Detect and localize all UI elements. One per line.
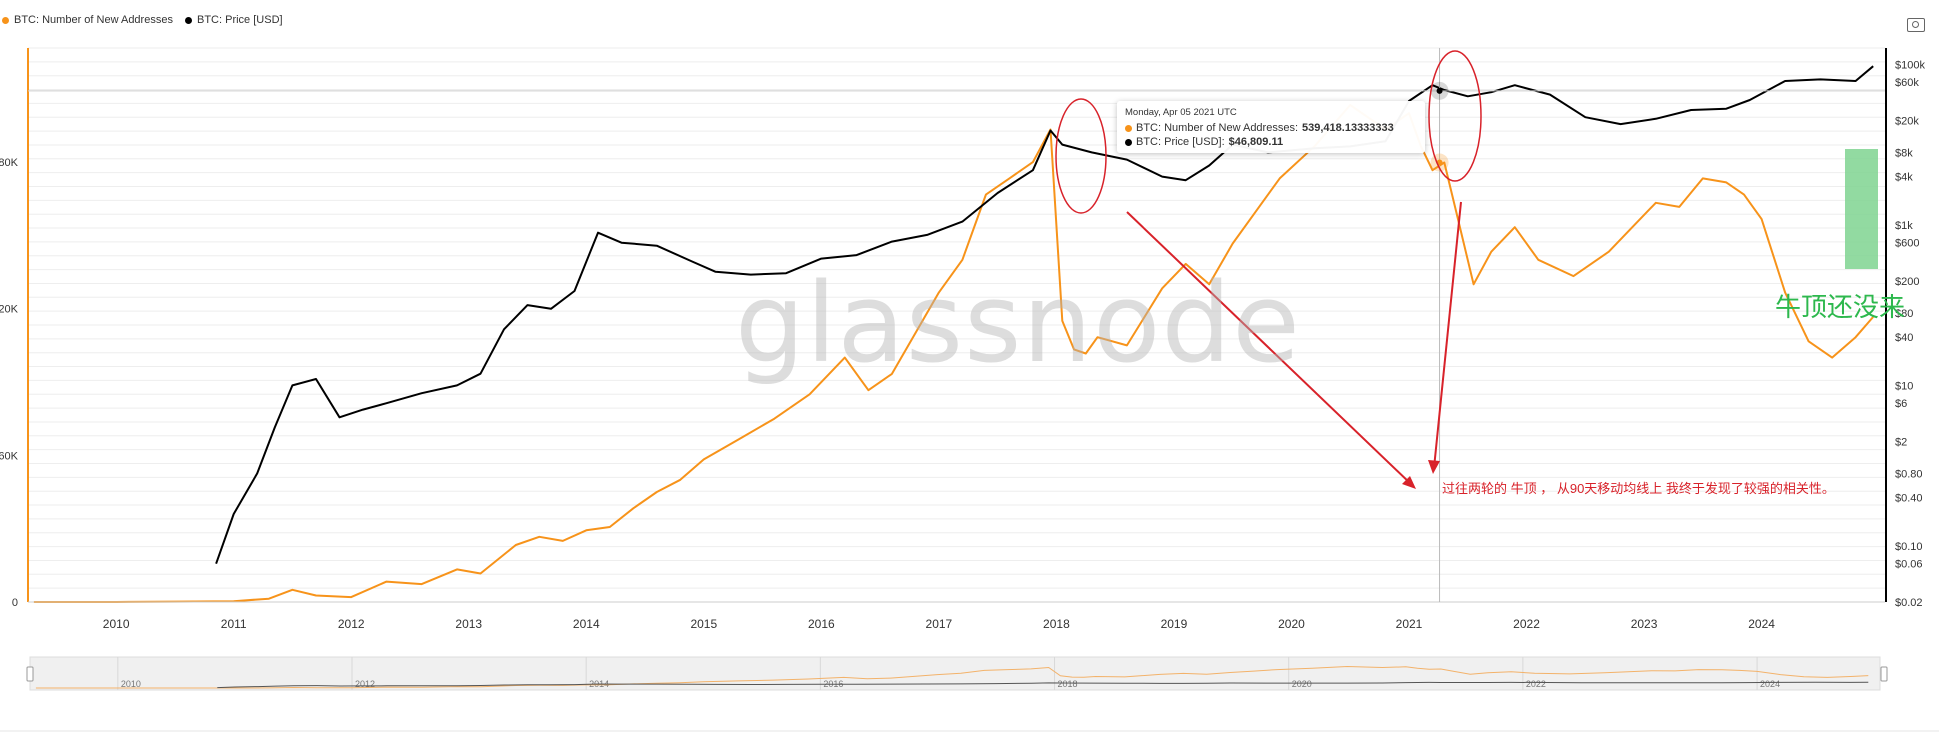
- right-tick-label: $2: [1895, 436, 1907, 448]
- legend-dot-black: [185, 16, 192, 24]
- tooltip-value: 539,418.13333333: [1302, 122, 1394, 134]
- left-tick-label: 60K: [0, 450, 19, 462]
- right-tick-label: $200: [1895, 276, 1919, 288]
- new-addresses-line: [33, 104, 1874, 603]
- x-tick-label: 2011: [221, 617, 247, 631]
- x-tick-label: 2010: [103, 617, 130, 631]
- right-tick-label: $0.80: [1895, 468, 1923, 480]
- navigator-tick-label: 2010: [121, 679, 141, 689]
- camera-icon[interactable]: [1907, 18, 1925, 32]
- x-tick-label: 2017: [926, 617, 953, 631]
- annotation-arrow-head-1: [1402, 476, 1416, 489]
- highlight-ellipse-2018: [1055, 98, 1107, 214]
- right-tick-label: $8k: [1895, 147, 1913, 159]
- x-tick-label: 2024: [1748, 617, 1775, 631]
- watermark: glassnode: [735, 259, 1301, 387]
- right-tick-label: $100k: [1895, 59, 1925, 71]
- x-tick-label: 2022: [1513, 617, 1540, 631]
- right-tick-label: $0.02: [1895, 597, 1923, 609]
- x-tick-label: 2012: [338, 617, 365, 631]
- right-tick-label: $60k: [1895, 77, 1919, 89]
- annotation-arrow-head-2: [1428, 460, 1440, 474]
- annotation-arrow-2: [1433, 201, 1462, 469]
- navigator-line-price: [217, 681, 1869, 689]
- tooltip-label: BTC: Number of New Addresses:: [1136, 122, 1299, 134]
- right-tick-label: $40: [1895, 332, 1913, 344]
- left-tick-label: 0: [12, 597, 18, 609]
- hover-point-price: [1436, 87, 1443, 94]
- tooltip-row-addresses: BTC: Number of New Addresses: 539,418.13…: [1125, 121, 1417, 135]
- legend-item-price[interactable]: BTC: Price [USD]: [185, 14, 283, 26]
- axes: [27, 48, 1887, 603]
- left-tick-label: 120K: [0, 304, 19, 316]
- range-navigator[interactable]: 2010 2012 2014 2016 2018 2020 2022 2024: [0, 656, 1939, 732]
- tooltip-dot-orange: [1125, 124, 1132, 132]
- right-tick-label: $600: [1895, 238, 1919, 250]
- highlight-ellipse-2021: [1428, 50, 1482, 182]
- series-lines: [33, 65, 1874, 603]
- navigator-tick-label: 2020: [1292, 679, 1312, 689]
- left-tick-label: 180K: [0, 157, 19, 169]
- right-tick-label: $0.06: [1895, 559, 1923, 571]
- legend-dot-orange: [2, 16, 9, 24]
- x-tick-label: 2019: [1161, 617, 1188, 631]
- right-tick-label: $80: [1895, 308, 1913, 320]
- right-tick-label: $20k: [1895, 115, 1919, 127]
- tooltip-date: Monday, Apr 05 2021 UTC: [1125, 107, 1237, 118]
- annotation-red-text: 过往两轮的 牛顶 ， 从90天移动均线上 我终于发现了较强的相关性。: [1442, 481, 1835, 496]
- x-tick-label: 2018: [1043, 617, 1070, 631]
- legend-item-new-addresses[interactable]: BTC: Number of New Addresses: [2, 14, 173, 26]
- right-tick-label: $0.40: [1895, 493, 1923, 505]
- tooltip-dot-black: [1125, 138, 1132, 146]
- right-tick-label: $0.10: [1895, 541, 1923, 553]
- annotation-overlay: [28, 48, 1885, 602]
- tooltip-label: BTC: Price [USD]:: [1136, 136, 1225, 148]
- right-tick-label: $4k: [1895, 172, 1913, 184]
- tooltip-value: $46,809.11: [1228, 136, 1284, 148]
- navigator-handle-left[interactable]: [26, 666, 34, 682]
- navigator-tick-label: 2012: [355, 679, 375, 689]
- gridlines: [28, 47, 1885, 603]
- x-tick-label: 2020: [1278, 617, 1305, 631]
- navigator-tick-label: 2022: [1526, 679, 1546, 689]
- x-tick-label: 2016: [808, 617, 835, 631]
- x-tick-label: 2013: [455, 617, 482, 631]
- price-line: [215, 65, 1874, 565]
- x-tick-label: 2015: [690, 617, 717, 631]
- right-tick-label: $1k: [1895, 220, 1913, 232]
- navigator-line-addresses: [35, 665, 1869, 689]
- legend-label: BTC: Price [USD]: [197, 14, 283, 26]
- tick-labels: 2010 2011 2012 2013 2014 2015 2016 2017 2018 2019…: [0, 59, 1925, 631]
- navigator-handle-right[interactable]: [1880, 666, 1888, 682]
- right-tick-label: $10: [1895, 380, 1913, 392]
- x-tick-label: 2014: [573, 617, 600, 631]
- annotation-green-text: 牛顶还没来: [1775, 292, 1906, 322]
- annotation-green-box: [1845, 149, 1878, 269]
- legend-label: BTC: Number of New Addresses: [14, 14, 173, 26]
- navigator-tick-label: 2024: [1760, 679, 1780, 689]
- annotation-arrow-1: [1126, 211, 1413, 486]
- right-tick-label: $6: [1895, 398, 1907, 410]
- tooltip-row-price: BTC: Price [USD]: $46,809.11: [1125, 135, 1417, 149]
- tooltip: Monday, Apr 05 2021 UTC BTC: Number of N…: [1117, 101, 1425, 153]
- navigator-tick-label: 2018: [1058, 679, 1078, 689]
- x-tick-label: 2021: [1396, 617, 1423, 631]
- x-tick-label: 2023: [1631, 617, 1658, 631]
